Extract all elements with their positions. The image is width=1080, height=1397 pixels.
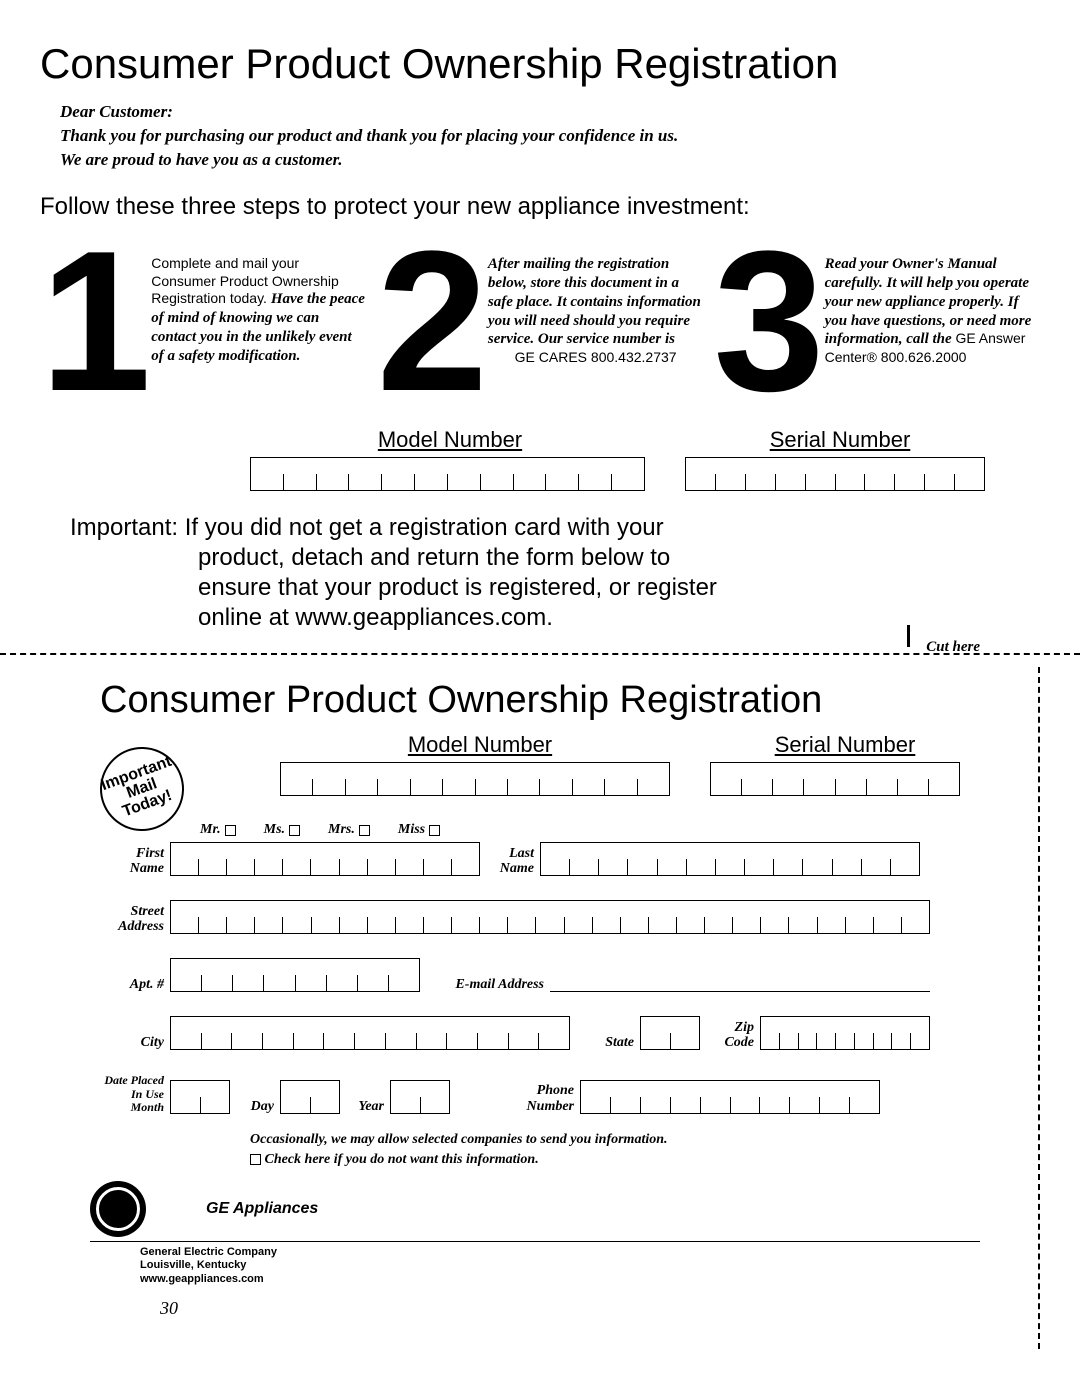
greeting-line: Dear Customer: [60,100,1040,124]
model-number-label: Model Number [250,427,650,453]
date-placed-label: Date PlacedIn UseMonth [90,1074,170,1114]
greeting-block: Dear Customer: Thank you for purchasing … [40,100,1040,171]
phone-label: PhoneNumber [450,1083,580,1114]
step-number: 3 [713,237,818,407]
apt-label: Apt. # [90,977,170,992]
street-label: StreetAddress [90,904,170,935]
card-title: Consumer Product Ownership Registration [100,679,980,722]
city-input[interactable] [170,1016,570,1050]
day-input[interactable] [280,1080,340,1114]
model-number-label: Model Number [280,732,680,758]
first-name-input[interactable] [170,842,480,876]
steps-row: 1 Complete and mail your Consumer Produc… [40,237,1040,407]
step-number: 2 [377,237,482,407]
instruction-text: Follow these three steps to protect your… [40,193,1040,221]
salutation-option[interactable]: Mrs. [328,822,370,838]
phone-input[interactable] [580,1080,880,1114]
city-label: City [90,1035,170,1050]
salutation-option[interactable]: Mr. [200,822,236,838]
salutation-option[interactable]: Ms. [264,822,300,838]
email-label: E-mail Address [420,977,550,992]
first-name-label: FirstName [90,846,170,877]
step-text: Complete and mail your Consumer Product … [151,237,366,365]
greeting-line: Thank you for purchasing our product and… [60,124,1040,148]
day-label: Day [230,1099,280,1114]
step-number: 1 [40,237,145,407]
page-number: 30 [90,1298,980,1319]
important-note: Important: If you did not get a registra… [40,507,1040,643]
zip-input[interactable] [760,1016,930,1050]
step-text: After mailing the registration below, st… [488,237,703,366]
greeting-line: We are proud to have you as a customer. [60,148,1040,172]
step-text: Read your Owner's Manual carefully. It w… [825,237,1040,366]
state-label: State [570,1035,640,1050]
serial-number-input[interactable] [710,762,960,796]
registration-card: Consumer Product Ownership Registration … [40,667,1040,1348]
last-name-input[interactable] [540,842,920,876]
salutation-row: Mr. Ms. Mrs. Miss [200,822,980,838]
salutation-option[interactable]: Miss [398,822,440,838]
year-input[interactable] [390,1080,450,1114]
month-input[interactable] [170,1080,230,1114]
street-input[interactable] [170,900,930,934]
cut-line: Cut here [40,643,1040,667]
year-label: Year [340,1099,390,1114]
company-info: General Electric CompanyLouisville, Kent… [90,1246,980,1286]
ge-logo-icon [90,1181,146,1237]
page-title: Consumer Product Ownership Registration [40,40,1040,88]
email-input[interactable] [550,970,930,992]
number-headers: Model Number Serial Number [40,427,1040,453]
serial-number-label: Serial Number [720,732,970,758]
model-number-input[interactable] [280,762,670,796]
brand-label: GE Appliances [206,1200,318,1218]
model-number-input[interactable] [250,457,645,491]
opt-out-text: Occasionally, we may allow selected comp… [250,1130,980,1169]
serial-number-label: Serial Number [690,427,990,453]
last-name-label: LastName [480,846,540,877]
apt-input[interactable] [170,958,420,992]
mail-today-stamp: ImportantMailToday! [88,736,196,844]
serial-number-input[interactable] [685,457,985,491]
zip-label: ZipCode [700,1020,760,1051]
state-input[interactable] [640,1016,700,1050]
